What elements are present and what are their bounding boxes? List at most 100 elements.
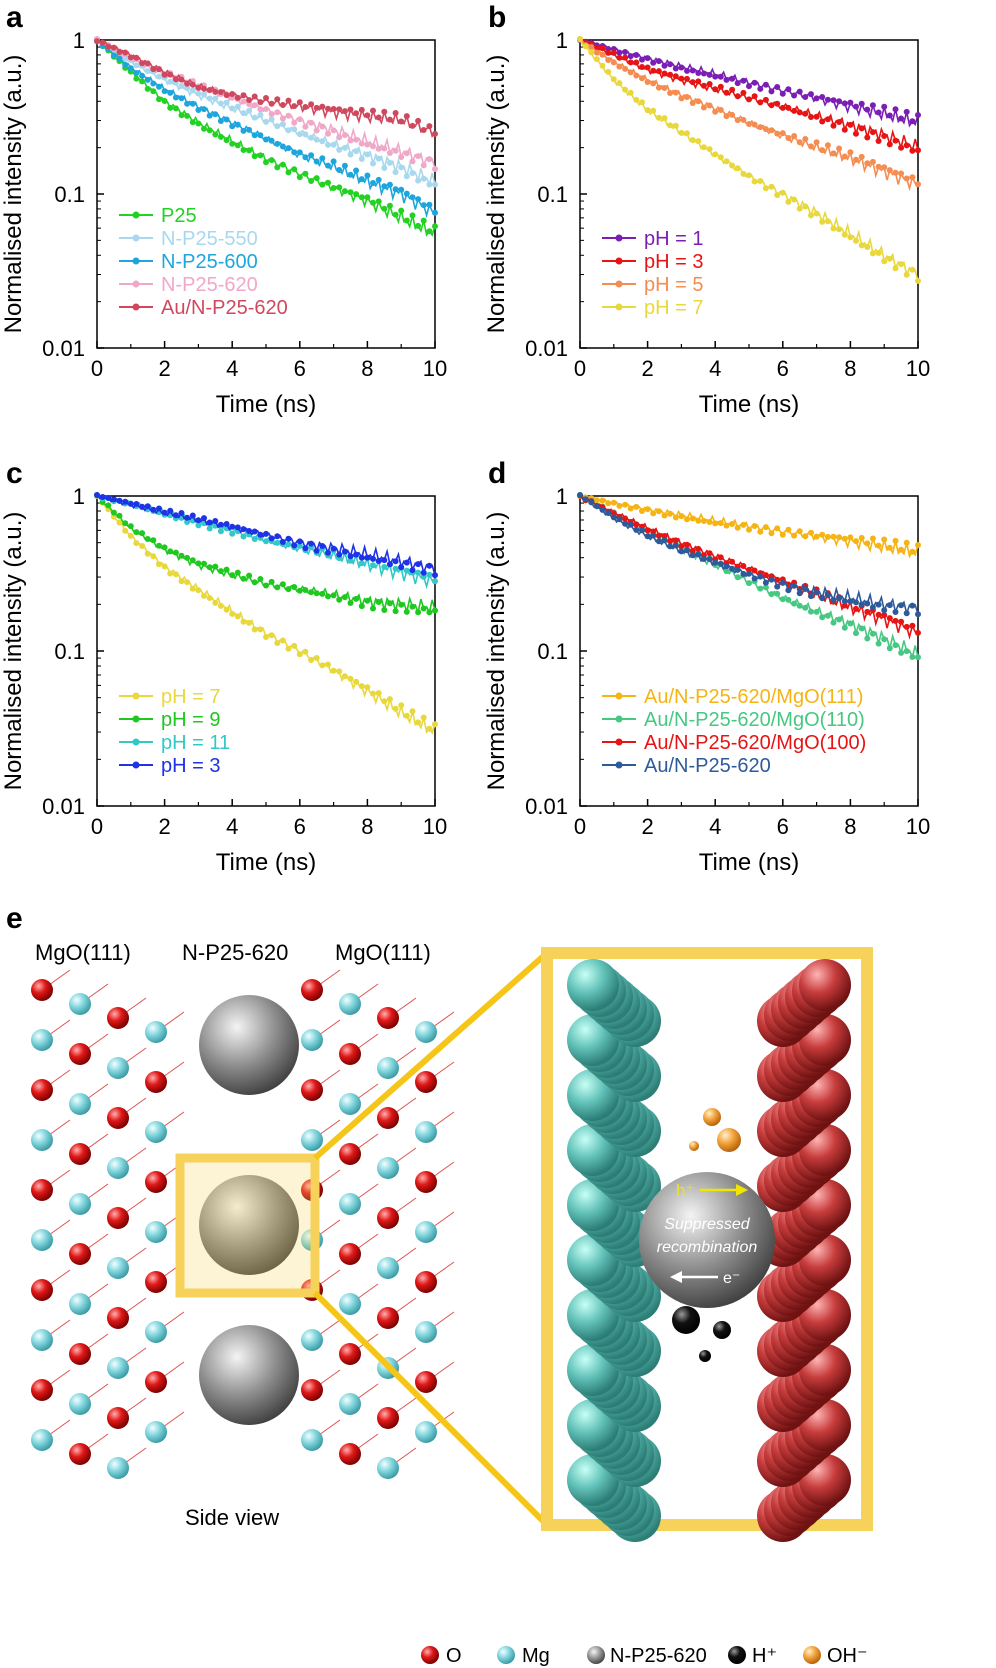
data-point: [178, 112, 185, 119]
legend-swatch-dot: [132, 761, 140, 769]
data-point: [263, 136, 269, 143]
data-point: [167, 104, 174, 111]
data-point: [875, 109, 882, 116]
data-point: [133, 70, 140, 76]
data-point: [212, 131, 219, 138]
mg-atom: [31, 1229, 53, 1251]
data-point: [712, 108, 719, 115]
data-point: [898, 546, 905, 553]
data-point: [881, 607, 888, 614]
data-point: [672, 122, 679, 129]
legend-label: Au/N-P25-620/MgO(110): [644, 709, 865, 731]
data-point: [751, 79, 758, 86]
legend-swatch-dot: [615, 761, 623, 769]
data-point: [734, 524, 741, 531]
data-point: [279, 539, 286, 545]
data-point: [746, 172, 752, 179]
data-point: [898, 115, 905, 122]
data-point: [593, 49, 600, 56]
data-point: [577, 492, 583, 498]
data-point: [341, 144, 348, 151]
data-point: [898, 144, 905, 151]
mg-atom: [339, 993, 361, 1015]
data-point: [644, 55, 651, 62]
data-point: [723, 76, 730, 83]
data-point: [824, 592, 831, 599]
data-point: [723, 568, 730, 575]
data-point: [353, 678, 360, 685]
data-point: [353, 136, 360, 143]
o-atom: [415, 1271, 437, 1293]
data-point: [909, 147, 916, 154]
mg-atom: [107, 1457, 129, 1479]
data-point: [370, 107, 376, 114]
data-point: [779, 130, 786, 137]
data-point: [240, 92, 247, 99]
data-point: [633, 52, 640, 58]
o-atom: [31, 1279, 53, 1301]
data-point: [650, 532, 657, 539]
data-point: [330, 106, 337, 112]
data-point: [633, 503, 640, 510]
data-point: [347, 171, 354, 178]
data-point: [420, 175, 427, 182]
data-point: [285, 541, 292, 548]
data-point: [616, 502, 623, 509]
o-atom: [301, 1379, 323, 1401]
data-point: [161, 88, 168, 95]
data-point: [841, 126, 848, 133]
data-point: [746, 570, 752, 577]
data-point: [184, 80, 191, 87]
data-point: [257, 111, 264, 118]
legend-label: N-P25-550: [161, 228, 258, 250]
data-point: [661, 62, 668, 69]
data-point: [762, 584, 769, 591]
data-point: [593, 497, 600, 504]
data-point: [734, 165, 741, 172]
data-point: [319, 181, 326, 188]
data-point: [415, 222, 422, 229]
data-point: [650, 80, 657, 87]
data-point: [869, 630, 876, 637]
data-point: [655, 538, 662, 545]
data-point: [627, 505, 634, 512]
center-text-line2: recombination: [657, 1239, 758, 1256]
data-point: [386, 696, 393, 703]
data-point: [858, 534, 865, 541]
data-point: [240, 618, 247, 625]
data-point: [813, 589, 820, 596]
legend-label: pH = 7: [161, 686, 220, 708]
data-point: [189, 512, 196, 519]
data-point: [712, 151, 719, 158]
y-tick-label: 1: [556, 484, 568, 509]
data-point: [285, 127, 292, 134]
data-point: [830, 619, 837, 626]
data-point: [605, 57, 612, 63]
data-point: [274, 640, 281, 646]
data-point: [398, 207, 405, 214]
data-point: [610, 514, 617, 521]
data-point: [246, 126, 253, 133]
legend-label: pH = 11: [161, 732, 230, 754]
data-point: [251, 102, 258, 109]
data-point: [133, 501, 140, 507]
data-point: [167, 89, 174, 96]
data-point: [302, 131, 309, 138]
data-point: [415, 177, 422, 184]
legend-label: pH = 1: [644, 228, 703, 250]
o-atom: [339, 1443, 361, 1465]
data-point: [915, 112, 921, 118]
data-point: [291, 166, 298, 173]
data-point: [353, 148, 360, 155]
data-point: [700, 144, 707, 151]
data-point: [847, 234, 854, 241]
data-point: [240, 575, 247, 582]
data-point: [847, 149, 854, 156]
data-point: [398, 564, 405, 571]
data-point: [853, 130, 859, 137]
data-point: [201, 515, 207, 522]
data-point: [627, 89, 634, 96]
data-point: [144, 85, 151, 92]
mg-atom: [415, 1221, 437, 1243]
data-point: [717, 520, 724, 527]
